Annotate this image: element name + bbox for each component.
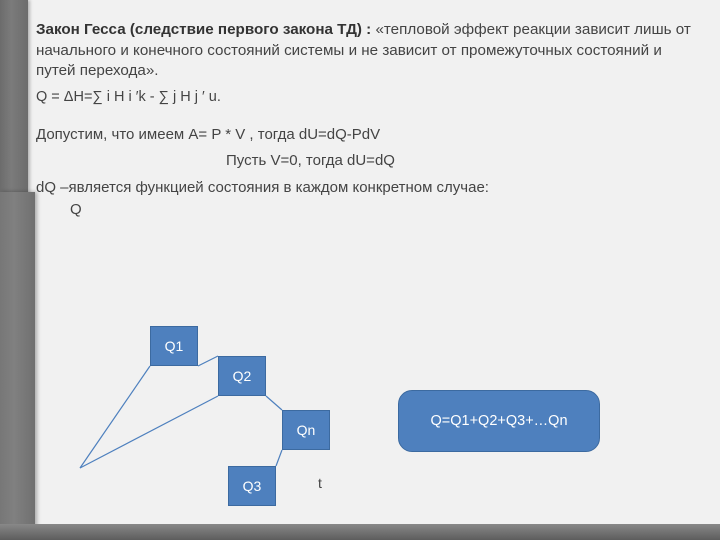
let-line: Пусть V=0, тогда dU=dQ — [36, 151, 696, 171]
title-bold: Закон Гесса (следствие первого закона ТД… — [36, 21, 371, 38]
node-q3: Q3 — [228, 466, 276, 506]
assumption-line: Допустим, что имеем A= P * V , тогда dU=… — [36, 125, 696, 145]
body-text: Закон Гесса (следствие первого закона ТД… — [36, 20, 696, 220]
axis-x-label: t — [318, 475, 322, 491]
slide-page: Закон Гесса (следствие первого закона ТД… — [0, 0, 720, 540]
node-q2: Q2 — [218, 356, 266, 396]
frame-bar-bottom — [0, 524, 720, 540]
title-paragraph: Закон Гесса (следствие первого закона ТД… — [36, 20, 696, 82]
dq-line: dQ –является функцией состояния в каждом… — [36, 178, 696, 198]
formula-line: Q = ΔH=∑ i H i ′k - ∑ j H j ′ u. — [36, 88, 696, 108]
axis-y-label-inline: Q — [36, 200, 696, 220]
equation-box: Q=Q1+Q2+Q3+…Qn — [398, 390, 600, 452]
q-path-diagram: t Q=Q1+Q2+Q3+…Qn Q1 Q2 QnQ3 — [60, 308, 670, 518]
frame-notch-left — [0, 192, 35, 540]
node-q1: Q1 — [150, 326, 198, 366]
node-qn: Qn — [282, 410, 330, 450]
equation-text: Q=Q1+Q2+Q3+…Qn — [430, 413, 567, 429]
